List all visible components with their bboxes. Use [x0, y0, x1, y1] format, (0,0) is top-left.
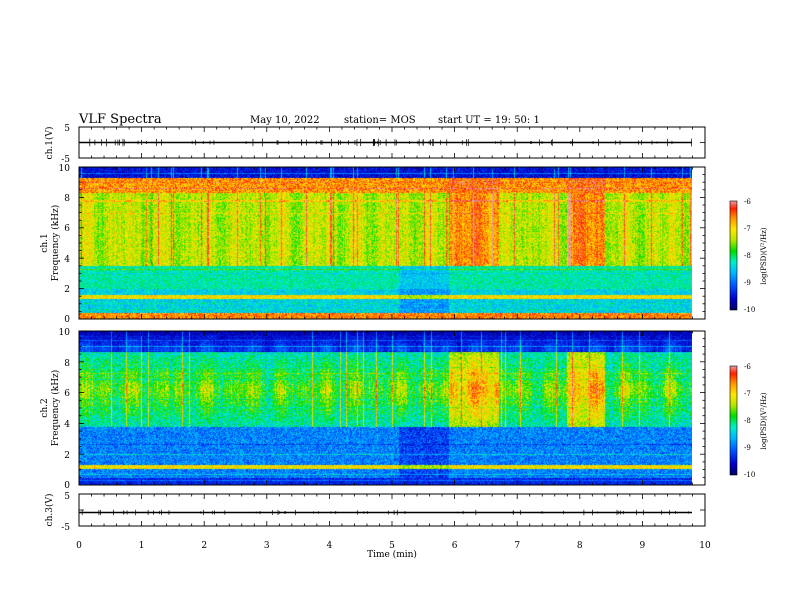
ch2-cbtick-6: -6 [744, 363, 751, 371]
ch2-spectrogram-image [79, 331, 692, 485]
ch2-ytick-0: 0 [64, 481, 70, 491]
ch1-cbtick-9: -9 [744, 279, 751, 287]
ch1-ytick-10: 10 [59, 164, 71, 174]
ch1-spectrogram-image [79, 167, 692, 319]
ch2-ytick-6: 6 [64, 389, 70, 399]
ch1-waveform-ylabel: ch.1(V) [44, 127, 55, 160]
ch1-channel-label: ch.1 [40, 233, 50, 252]
ch2-spectrogram-panel: 0 2 4 6 8 10 ch.2 Frequency (kHz) -6 -7 … [40, 328, 768, 491]
x-tick-label: 7 [514, 541, 520, 551]
ch3-ytick-top: 5 [64, 492, 70, 502]
x-axis-ticks: 0 1 2 3 4 5 6 7 8 9 10 [76, 541, 711, 551]
x-axis-label: Time (min) [367, 549, 417, 560]
ch3-ytick-bottom: -5 [61, 523, 70, 533]
ch2-colorbar-label: log(PSD)(V²/Hz) [760, 392, 768, 449]
x-tick-label: 5 [389, 541, 395, 551]
ch1-spectrogram-panel: 0 2 4 6 8 10 ch.1 Frequency (kHz) -6 -7 … [40, 164, 768, 325]
x-tick-label: 10 [699, 541, 711, 551]
x-tick-label: 6 [452, 541, 458, 551]
ch1-waveform-panel: 5 -5 ch.1(V) [44, 124, 706, 165]
ch1-ytick-bottom: -5 [61, 155, 70, 165]
ch1-ytick-top: 5 [64, 124, 70, 134]
header-station: station= MOS [344, 115, 416, 126]
ch3-waveform-ylabel: ch.3(V) [44, 494, 55, 527]
ch2-ytick-2: 2 [64, 451, 70, 461]
ch1-spectrogram-ticks [78, 166, 706, 320]
ch2-ytick-8: 8 [64, 359, 70, 369]
ch1-waveform-spikes [78, 126, 706, 159]
x-tick-label: 1 [139, 541, 145, 551]
x-tick-label: 3 [264, 541, 270, 551]
x-tick-label: 9 [640, 541, 646, 551]
ch2-colorbar [729, 365, 738, 476]
ch2-cbtick-10: -10 [744, 471, 755, 479]
ch1-ytick-6: 6 [64, 224, 70, 234]
x-tick-label: 8 [577, 541, 583, 551]
x-tick-label: 2 [201, 541, 207, 551]
header-start-time: start UT = 19: 50: 1 [438, 115, 540, 126]
x-tick-label: 4 [327, 541, 333, 551]
ch2-channel-label: ch.2 [40, 398, 50, 417]
ch1-cbtick-7: -7 [744, 225, 751, 233]
ch1-ytick-8: 8 [64, 194, 70, 204]
ch3-waveform-spikes [78, 493, 706, 527]
ch2-cbtick-8: -8 [744, 417, 751, 425]
ch1-cbtick-8: -8 [744, 252, 751, 260]
header-date: May 10, 2022 [250, 115, 320, 126]
ch2-cbtick-9: -9 [744, 444, 751, 452]
figure-title: VLF Spectra [78, 112, 162, 127]
ch1-colorbar-label: log(PSD)(V²/Hz) [760, 227, 768, 284]
ch2-ytick-10: 10 [59, 328, 71, 338]
ch1-colorbar [729, 200, 738, 311]
ch1-ytick-0: 0 [64, 315, 70, 325]
ch2-cbtick-7: -7 [744, 390, 751, 398]
x-tick-label: 0 [76, 541, 82, 551]
ch1-cbtick-6: -6 [744, 198, 751, 206]
ch2-ytick-4: 4 [64, 420, 70, 430]
ch1-cbtick-10: -10 [744, 306, 755, 314]
ch1-ytick-4: 4 [64, 255, 70, 265]
ch2-spectrogram-ticks [78, 330, 706, 486]
ch1-ytick-2: 2 [64, 285, 70, 295]
ch2-spectrogram-ylabel: Frequency (kHz) [50, 370, 61, 447]
ch1-spectrogram-ylabel: Frequency (kHz) [50, 205, 61, 282]
ch3-waveform-panel: 5 -5 ch.3(V) 0 1 2 3 4 5 6 7 8 9 10 Time (min) [44, 492, 711, 560]
